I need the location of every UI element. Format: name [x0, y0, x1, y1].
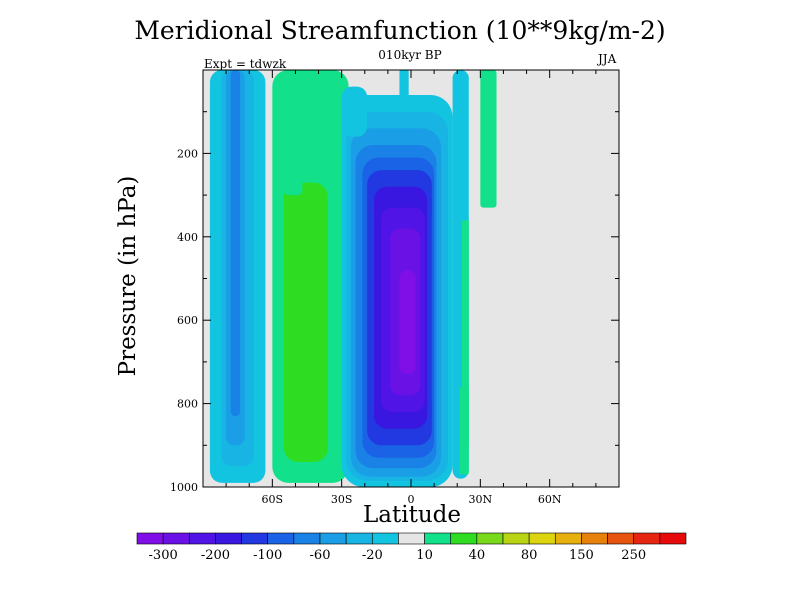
- colorbar-label: -200: [201, 548, 230, 563]
- colorbar-swatch: [450, 532, 478, 545]
- colorbar-swatch: [371, 532, 399, 545]
- y-tick-label: 800: [177, 398, 198, 411]
- colorbar-swatch: [241, 532, 269, 545]
- colorbar-swatch: [188, 532, 216, 545]
- y-tick-label: 1000: [170, 481, 198, 494]
- x-tick-label: 30S: [331, 493, 353, 506]
- x-axis-ticks: 60S 30S 0 30N 60N: [202, 70, 620, 506]
- colorbar-label: 150: [569, 548, 594, 563]
- colorbar-swatch: [136, 532, 164, 545]
- x-tick-label: 60N: [538, 493, 562, 506]
- contour-nh-pos-10-c: [459, 386, 469, 475]
- colorbar: -300 -200 -100 -60 -20 10 40 80 150 250: [136, 532, 687, 563]
- y-tick-label: 400: [177, 231, 198, 244]
- x-tick-label: 60S: [262, 493, 284, 506]
- colorbar-swatch: [659, 532, 687, 545]
- colorbar-label: 10: [416, 548, 433, 563]
- x-axis-label: Latitude: [363, 502, 461, 528]
- colorbar-swatch: [215, 532, 242, 545]
- x-tick-label: 30N: [469, 493, 493, 506]
- contour-nh-pos-10: [480, 70, 497, 208]
- y-tick-label: 600: [177, 314, 198, 327]
- colorbar-swatch: [162, 532, 190, 545]
- colorbar-swatch: [345, 532, 373, 545]
- colorbar-swatch: [476, 532, 504, 545]
- colorbar-swatch: [528, 532, 556, 545]
- colorbar-swatch: [502, 532, 530, 545]
- colorbar-label: -100: [253, 548, 282, 563]
- colorbar-swatch: [633, 532, 661, 545]
- contour-sh-pos-20: [283, 182, 328, 462]
- colorbar-swatch: [398, 532, 425, 545]
- colorbar-label: -300: [149, 548, 178, 563]
- contour-sh-pos-10-b: [283, 153, 303, 196]
- colorbar-swatch: [319, 532, 347, 545]
- contour-trop-neg-10-top: [341, 86, 368, 137]
- colorbar-label: -20: [362, 548, 383, 563]
- contour-eq-neg-10: [399, 70, 409, 104]
- colorbar-label: 250: [621, 548, 646, 563]
- colorbar-label: 40: [469, 548, 486, 563]
- contour-fills: [203, 70, 619, 488]
- colorbar-swatch: [607, 532, 635, 545]
- colorbar-swatch: [424, 532, 452, 545]
- season-label: JJA: [598, 52, 617, 66]
- colorbar-swatch: [554, 532, 582, 545]
- colorbar-label: -60: [310, 548, 331, 563]
- contour-trop-9: [399, 270, 416, 375]
- experiment-label: Expt = tdwzk: [204, 57, 287, 71]
- colorbar-label: 80: [521, 548, 538, 563]
- chart-subtitle: 010kyr BP: [378, 48, 442, 62]
- y-axis-ticks: 200 400 600 800 1000: [170, 111, 619, 494]
- contour-sh-neg-80: [230, 70, 240, 417]
- colorbar-swatch: [581, 532, 608, 545]
- colorbar-swatch: [267, 532, 295, 545]
- chart-title: Meridional Streamfunction (10**9kg/m-2): [134, 16, 666, 45]
- y-tick-label: 200: [177, 147, 198, 160]
- colorbar-swatch: [293, 532, 321, 545]
- x-tick-label: 0: [408, 493, 415, 506]
